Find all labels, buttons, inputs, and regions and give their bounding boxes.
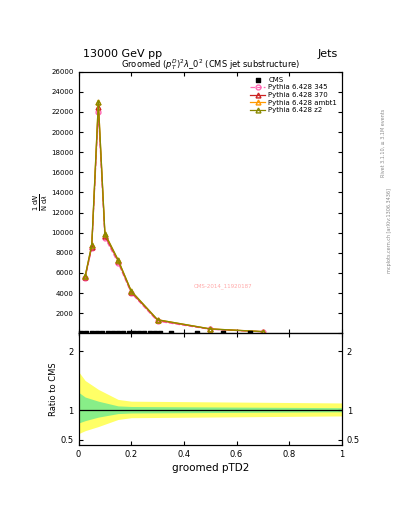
Pythia 6.428 ambt1 (103, 230, 107, 237)
CMS (141, 329, 148, 337)
Pythia 6.428 ambt1 (116, 257, 120, 263)
Pythia 6.428 370 (208, 326, 213, 332)
Pythia 6.428 ambt1 (261, 329, 265, 335)
X-axis label: groomed pTD2: groomed pTD2 (172, 463, 249, 474)
Pythia 6.428 ambt1 (83, 273, 88, 279)
Pythia 6.428 370 (90, 244, 94, 250)
Pythia 6.428 ambt1 (90, 242, 94, 248)
Pythia 6.428 345 (261, 329, 265, 335)
Pythia 6.428 370 (116, 258, 120, 264)
Text: Rivet 3.1.10, ≥ 3.1M events: Rivet 3.1.10, ≥ 3.1M events (381, 109, 386, 178)
Text: Jets: Jets (318, 49, 338, 59)
Pythia 6.428 z2 (103, 230, 107, 237)
CMS (136, 329, 142, 337)
Line: Pythia 6.428 ambt1: Pythia 6.428 ambt1 (83, 99, 265, 334)
Y-axis label: Ratio to CMS: Ratio to CMS (49, 362, 58, 416)
Pythia 6.428 z2 (90, 242, 94, 248)
Pythia 6.428 345 (129, 290, 134, 296)
CMS (99, 329, 105, 337)
Pythia 6.428 370 (155, 317, 160, 323)
CMS (157, 329, 163, 337)
Pythia 6.428 ambt1 (129, 288, 134, 294)
Pythia 6.428 345 (116, 260, 120, 266)
CMS (167, 329, 174, 337)
Pythia 6.428 345 (155, 318, 160, 324)
CMS (131, 329, 137, 337)
CMS (105, 329, 111, 337)
Pythia 6.428 z2 (116, 257, 120, 263)
Pythia 6.428 z2 (83, 273, 88, 279)
Pythia 6.428 345 (96, 109, 101, 115)
CMS (83, 329, 90, 337)
Pythia 6.428 z2 (129, 288, 134, 294)
Pythia 6.428 345 (83, 275, 88, 281)
CMS (152, 329, 158, 337)
CMS (247, 329, 253, 337)
CMS (110, 329, 116, 337)
Pythia 6.428 z2 (155, 316, 160, 323)
Legend: CMS, Pythia 6.428 345, Pythia 6.428 370, Pythia 6.428 ambt1, Pythia 6.428 z2: CMS, Pythia 6.428 345, Pythia 6.428 370,… (249, 75, 338, 115)
Pythia 6.428 370 (129, 289, 134, 295)
Pythia 6.428 370 (96, 104, 101, 110)
Title: Groomed $(p_T^D)^2\lambda\_0^2$ (CMS jet substructure): Groomed $(p_T^D)^2\lambda\_0^2$ (CMS jet… (121, 57, 300, 72)
Line: Pythia 6.428 370: Pythia 6.428 370 (83, 104, 265, 334)
Pythia 6.428 345 (90, 245, 94, 251)
Text: CMS-2014_11920187: CMS-2014_11920187 (194, 283, 253, 289)
CMS (89, 329, 95, 337)
Pythia 6.428 370 (103, 232, 107, 239)
CMS (220, 329, 226, 337)
CMS (194, 329, 200, 337)
Text: 13000 GeV pp: 13000 GeV pp (83, 49, 162, 59)
Pythia 6.428 z2 (208, 326, 213, 332)
CMS (125, 329, 132, 337)
CMS (78, 329, 84, 337)
Line: Pythia 6.428 345: Pythia 6.428 345 (83, 110, 265, 334)
CMS (147, 329, 153, 337)
Pythia 6.428 370 (261, 329, 265, 335)
Line: Pythia 6.428 z2: Pythia 6.428 z2 (83, 99, 265, 334)
CMS (115, 329, 121, 337)
Pythia 6.428 ambt1 (155, 316, 160, 323)
CMS (120, 329, 127, 337)
Pythia 6.428 345 (103, 234, 107, 241)
Pythia 6.428 z2 (261, 329, 265, 335)
Pythia 6.428 ambt1 (96, 99, 101, 105)
Pythia 6.428 345 (208, 326, 213, 332)
Y-axis label: $\frac{1}{\mathrm{N}}\frac{\mathrm{d}N}{\mathrm{d}\lambda}$: $\frac{1}{\mathrm{N}}\frac{\mathrm{d}N}{… (31, 194, 50, 211)
Pythia 6.428 z2 (96, 99, 101, 105)
Pythia 6.428 ambt1 (208, 326, 213, 332)
Pythia 6.428 370 (83, 274, 88, 280)
CMS (94, 329, 100, 337)
Text: mcplots.cern.ch [arXiv:1306.3436]: mcplots.cern.ch [arXiv:1306.3436] (387, 188, 391, 273)
